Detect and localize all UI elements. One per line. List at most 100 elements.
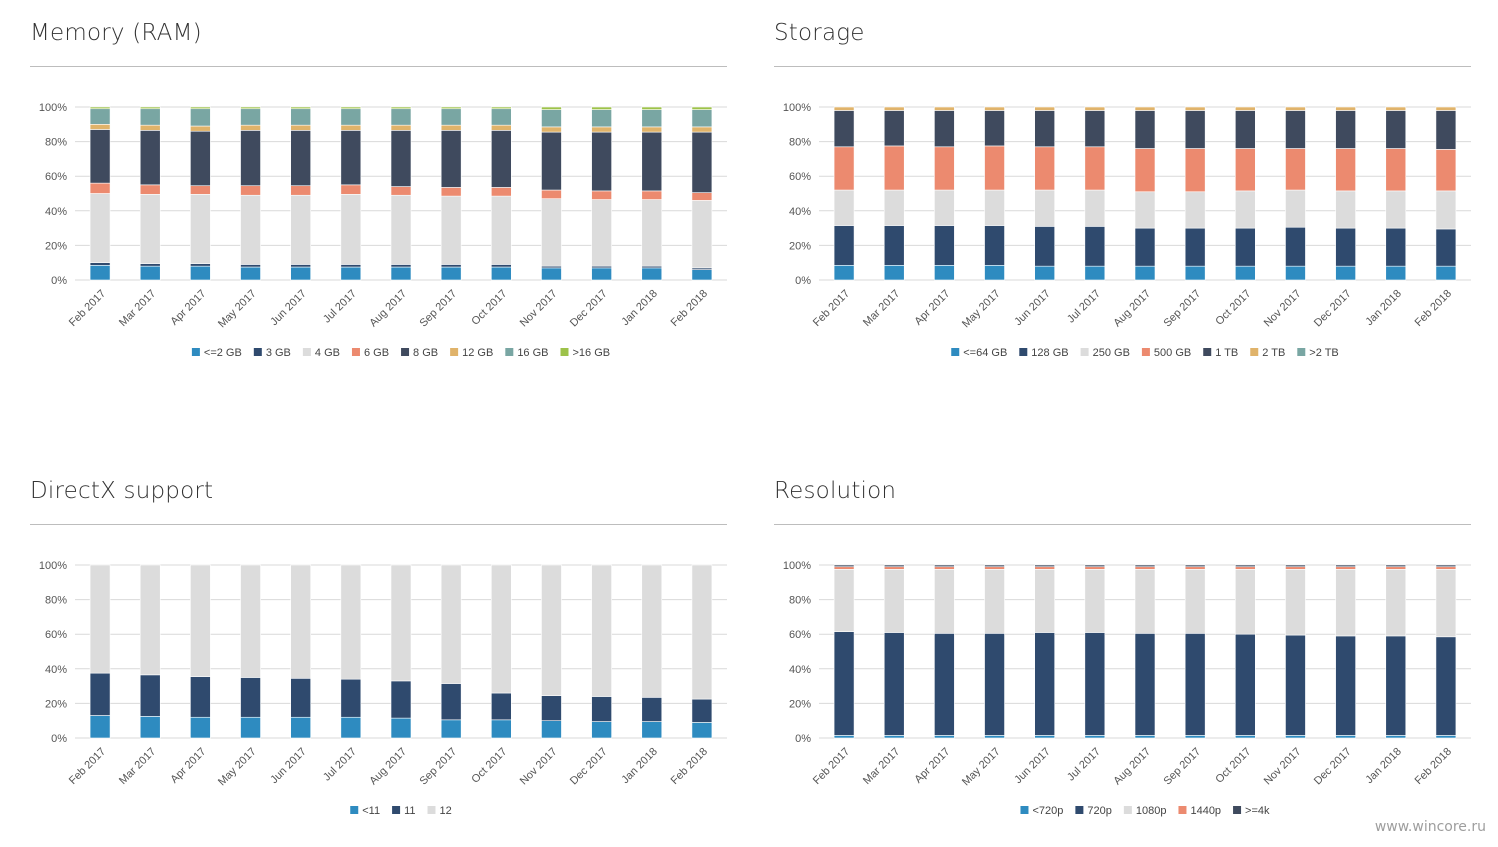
bar-segment — [340, 124, 362, 131]
legend-label: 6 GB — [364, 347, 389, 359]
legend: <720p 720p 1080p 1440p >=4k — [1020, 805, 1270, 817]
title-divider — [30, 66, 727, 67]
bar-segment — [1034, 189, 1055, 227]
bar-segment — [984, 735, 1005, 739]
bar-segment — [541, 106, 562, 110]
bar-segment — [591, 126, 612, 133]
legend-swatch — [253, 348, 262, 356]
chart-storage: 0% 20% 40% 60% 80% 100% Feb 2017 Mar 2017 Apr 20… — [783, 102, 1471, 359]
bar-segment — [833, 564, 855, 568]
legend-label: 720p — [1087, 805, 1111, 817]
bar-segment — [1184, 106, 1206, 111]
bar-segment — [290, 194, 311, 265]
bar-segment — [1235, 190, 1256, 229]
legend-swatch — [191, 348, 200, 356]
bar-segment — [934, 189, 955, 226]
x-tick-label: Mar 2017 — [861, 288, 902, 329]
bar-segment — [290, 108, 311, 126]
bar-segment — [190, 564, 211, 677]
bar-segment — [1335, 106, 1356, 111]
bar-segment — [591, 564, 612, 697]
bar-segment — [1385, 227, 1407, 267]
x-tick-label: Feb 2017 — [811, 746, 852, 787]
x-tick-label: May 2017 — [216, 746, 259, 789]
bar-segment — [139, 194, 161, 264]
chart-title: DirectX support — [30, 478, 214, 504]
y-tick-label: 20% — [789, 240, 811, 252]
legend-swatch — [427, 806, 436, 814]
bar-segment — [591, 721, 612, 739]
bar-segment — [440, 719, 462, 739]
bar-segment — [340, 108, 362, 126]
bar-segment — [139, 124, 161, 131]
bar-segment — [1034, 265, 1055, 281]
x-tick-label: Jan 2018 — [1363, 746, 1403, 786]
legend-label: 128 GB — [1031, 347, 1068, 359]
bar-segment — [1134, 633, 1156, 736]
x-tick-label: Jul 2017 — [1065, 746, 1103, 784]
x-tick-label: Mar 2017 — [117, 746, 158, 787]
bar-segment — [1084, 569, 1106, 633]
chart-title: Memory (RAM) — [30, 20, 202, 46]
bar-segment — [1435, 106, 1457, 111]
bar-segment — [591, 696, 612, 722]
bar-segment — [691, 109, 713, 128]
legend-swatch — [1019, 348, 1028, 356]
bar-segment — [89, 124, 111, 130]
bar-segment — [1084, 110, 1106, 148]
bar-segment — [491, 106, 512, 110]
legend-swatch — [505, 348, 514, 356]
bar-segment — [641, 721, 663, 739]
bar-segment — [390, 186, 412, 196]
y-tick-label: 100% — [783, 560, 811, 572]
bar-segment — [139, 130, 161, 186]
bar-segment — [1184, 191, 1206, 229]
bar-segment — [89, 108, 111, 125]
bar-segment — [641, 131, 663, 192]
bar-segment — [1134, 265, 1156, 281]
bar-segment — [1335, 110, 1356, 149]
bar-segment — [491, 264, 512, 268]
y-tick-label: 80% — [789, 595, 811, 607]
bar-segment — [1235, 569, 1256, 635]
y-tick-label: 60% — [45, 629, 67, 641]
bar-segment — [541, 131, 562, 191]
bar-segment — [691, 722, 713, 739]
x-tick-label: Feb 2017 — [811, 288, 852, 329]
bar-segment — [1084, 265, 1106, 281]
legend-swatch — [302, 348, 311, 356]
legend-label: >16 GB — [573, 347, 611, 359]
bar-segment — [1435, 149, 1457, 192]
bar-segment — [1385, 735, 1407, 739]
legend-label: 1 TB — [1215, 347, 1238, 359]
bar-segment — [190, 125, 211, 132]
x-tick-label: Nov 2017 — [1262, 288, 1304, 330]
bar-segment — [1134, 735, 1156, 739]
y-tick-label: 40% — [45, 664, 67, 676]
bar-segment — [1235, 633, 1256, 736]
bar-segment — [1034, 226, 1055, 267]
bar-segment — [984, 569, 1005, 634]
bar-segment — [1385, 190, 1407, 229]
bar-segment — [1285, 634, 1306, 736]
y-tick-label: 20% — [789, 698, 811, 710]
bar-segment — [1335, 566, 1356, 570]
legend: <11 11 12 — [350, 805, 452, 817]
bar-segment — [290, 716, 311, 739]
bar-segment — [491, 564, 512, 694]
bar-segment — [691, 131, 713, 193]
bar-segment — [1134, 110, 1156, 149]
bar-segment — [390, 106, 412, 110]
legend-swatch — [350, 806, 359, 814]
x-tick-label: Apr 2017 — [168, 746, 208, 786]
bar-segment — [1335, 735, 1356, 739]
bar-segment — [1285, 735, 1306, 739]
bar-segment — [390, 266, 412, 281]
x-tick-label: Jan 2018 — [1363, 288, 1403, 328]
x-tick-label: Feb 2017 — [67, 746, 108, 787]
bar-segment — [1034, 735, 1055, 739]
bar-segment — [1285, 564, 1306, 568]
legend-label: >=4k — [1245, 805, 1270, 817]
bar-segment — [1285, 566, 1306, 570]
bar-segment — [883, 189, 905, 226]
